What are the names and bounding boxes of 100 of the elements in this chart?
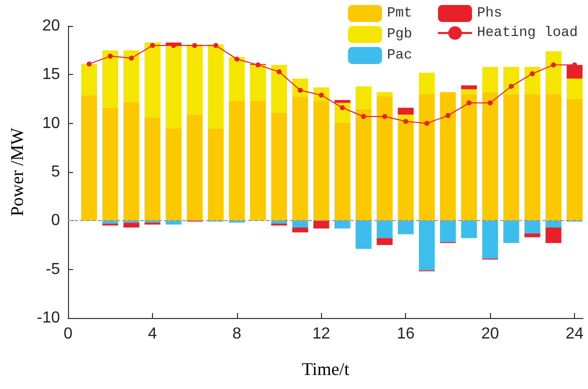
bar — [81, 95, 98, 221]
legend-label: Phs — [477, 6, 502, 22]
bar — [102, 108, 118, 221]
bar — [482, 220, 498, 259]
bar — [418, 220, 435, 270]
x-axis-title: Time/t — [302, 359, 350, 379]
bar — [440, 92, 456, 221]
bar — [228, 100, 245, 221]
point — [508, 84, 514, 89]
x-tick-label: 12 — [312, 326, 330, 342]
bar — [376, 238, 393, 245]
point — [255, 62, 260, 68]
point — [340, 105, 345, 110]
y-axis-title: Power /MW — [7, 128, 27, 216]
bar — [208, 128, 224, 221]
bar — [376, 96, 393, 221]
point — [213, 42, 218, 48]
bar — [546, 94, 562, 221]
bar — [503, 94, 520, 221]
bar — [166, 220, 182, 225]
point — [466, 100, 472, 106]
bar — [356, 86, 372, 109]
bar — [546, 220, 562, 228]
bar — [208, 44, 224, 128]
bar — [186, 44, 203, 115]
point — [361, 114, 366, 120]
point — [382, 114, 388, 120]
y-tick-label: 0 — [51, 212, 60, 230]
bar — [228, 57, 245, 101]
y-tick-label: 5 — [51, 164, 60, 180]
x-tick-label: 4 — [148, 326, 157, 342]
point — [192, 42, 198, 48]
bar — [166, 45, 182, 128]
y-tick-label: -10 — [36, 310, 60, 326]
bar — [250, 64, 266, 101]
bar — [482, 92, 498, 221]
bar — [524, 94, 540, 221]
point — [150, 42, 155, 48]
bar — [461, 89, 477, 94]
bar — [503, 220, 520, 244]
bar — [313, 100, 330, 221]
bar — [398, 108, 414, 115]
bar — [503, 66, 520, 94]
bar — [461, 85, 477, 90]
point — [424, 120, 430, 126]
point — [530, 71, 535, 76]
y-tick-label: -5 — [46, 260, 60, 278]
bar — [546, 51, 562, 94]
bar — [461, 220, 477, 238]
bar — [271, 112, 287, 221]
bar — [186, 114, 203, 221]
bar — [81, 64, 98, 96]
legend-label: Pmt — [387, 6, 412, 22]
bar — [524, 220, 540, 234]
legend-label: Pgb — [387, 26, 412, 42]
x-tick-label: 20 — [481, 326, 500, 342]
bar — [461, 94, 477, 221]
bar — [144, 117, 160, 221]
bar — [356, 220, 372, 249]
bar — [292, 227, 308, 232]
point — [488, 100, 493, 106]
bar — [334, 100, 350, 103]
bar — [524, 66, 540, 94]
point — [445, 113, 450, 118]
bar — [292, 220, 308, 228]
y-tick-label: 10 — [42, 114, 60, 132]
bar — [292, 97, 308, 221]
bar — [524, 233, 540, 238]
bar — [440, 220, 456, 242]
bar — [482, 66, 498, 92]
y-tick-label: 20 — [42, 18, 60, 34]
bar — [398, 220, 414, 234]
x-tick-label: 16 — [396, 326, 415, 342]
bar — [546, 227, 562, 244]
bar — [334, 220, 350, 228]
bar — [144, 42, 160, 118]
bar — [271, 64, 287, 113]
bar — [250, 100, 266, 221]
point — [550, 62, 556, 68]
bar — [566, 78, 582, 99]
bar — [398, 121, 414, 221]
bar — [356, 108, 372, 221]
bar — [166, 128, 182, 221]
bar — [313, 220, 330, 228]
point — [234, 56, 240, 62]
bar — [123, 102, 140, 221]
bar — [418, 94, 435, 221]
x-tick-label: 8 — [232, 326, 242, 342]
bar — [334, 122, 350, 221]
bar — [376, 220, 393, 238]
bar — [566, 99, 582, 221]
bar — [102, 50, 118, 108]
bar — [376, 92, 393, 96]
point — [86, 61, 92, 66]
point — [403, 118, 408, 124]
x-tick-label: 0 — [64, 326, 73, 342]
bar — [123, 50, 140, 102]
point — [276, 69, 282, 74]
legend-label: Heating load — [477, 25, 578, 41]
bar — [418, 72, 435, 94]
